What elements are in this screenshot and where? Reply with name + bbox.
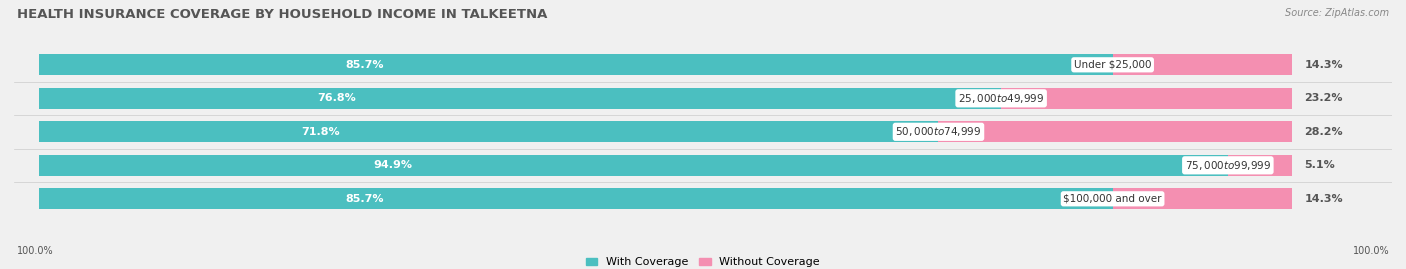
Bar: [39, 121, 938, 142]
Text: $100,000 and over: $100,000 and over: [1063, 194, 1161, 204]
Text: 85.7%: 85.7%: [344, 194, 384, 204]
Text: 23.2%: 23.2%: [1305, 93, 1343, 103]
Text: 14.3%: 14.3%: [1305, 194, 1343, 204]
Bar: [39, 54, 1292, 75]
Text: 14.3%: 14.3%: [1305, 60, 1343, 70]
Text: 100.0%: 100.0%: [17, 246, 53, 256]
Text: Under $25,000: Under $25,000: [1074, 60, 1152, 70]
Bar: [39, 88, 1292, 109]
Text: $50,000 to $74,999: $50,000 to $74,999: [896, 125, 981, 138]
Text: Source: ZipAtlas.com: Source: ZipAtlas.com: [1285, 8, 1389, 18]
Text: 100.0%: 100.0%: [1353, 246, 1389, 256]
Bar: [1112, 188, 1292, 209]
Text: 28.2%: 28.2%: [1305, 127, 1343, 137]
Bar: [938, 121, 1292, 142]
Text: HEALTH INSURANCE COVERAGE BY HOUSEHOLD INCOME IN TALKEETNA: HEALTH INSURANCE COVERAGE BY HOUSEHOLD I…: [17, 8, 547, 21]
Text: 5.1%: 5.1%: [1305, 160, 1336, 170]
Text: 71.8%: 71.8%: [301, 127, 340, 137]
Bar: [39, 88, 1001, 109]
Text: $25,000 to $49,999: $25,000 to $49,999: [957, 92, 1045, 105]
Text: $75,000 to $99,999: $75,000 to $99,999: [1185, 159, 1271, 172]
Bar: [39, 54, 1112, 75]
Bar: [1001, 88, 1292, 109]
Bar: [1112, 54, 1292, 75]
Bar: [39, 155, 1227, 176]
Bar: [39, 121, 1292, 142]
Bar: [39, 155, 1292, 176]
Bar: [39, 188, 1112, 209]
Text: 94.9%: 94.9%: [374, 160, 413, 170]
Bar: [39, 188, 1292, 209]
Bar: [1227, 155, 1292, 176]
Legend: With Coverage, Without Coverage: With Coverage, Without Coverage: [582, 253, 824, 269]
Text: 85.7%: 85.7%: [344, 60, 384, 70]
Text: 76.8%: 76.8%: [318, 93, 356, 103]
